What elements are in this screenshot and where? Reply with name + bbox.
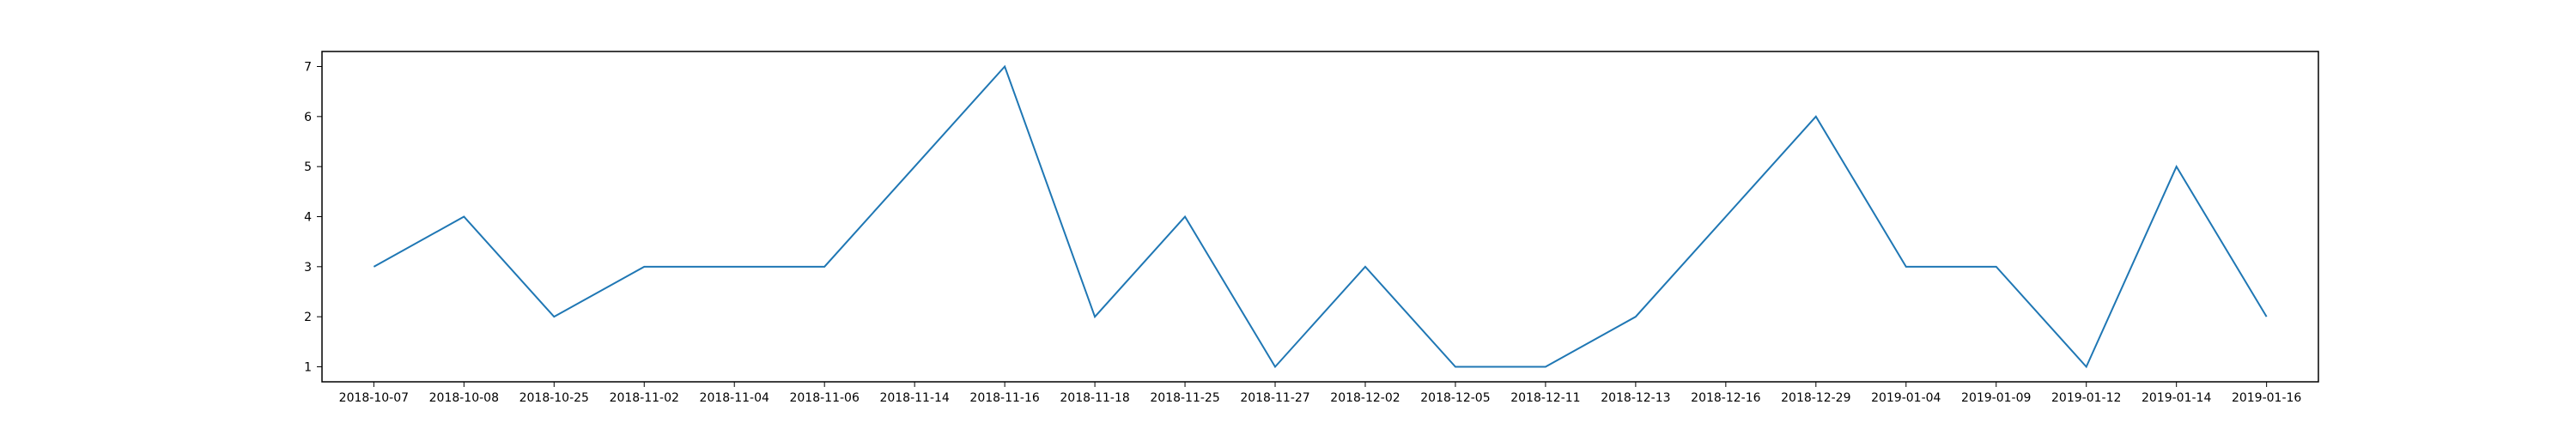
y-tick-label: 4 xyxy=(304,211,312,225)
x-axis: 2018-10-07 2018-10-08 2018-10-25 2018-11-02… xyxy=(339,382,2301,405)
x-tick-label: 2018-10-08 xyxy=(429,391,499,405)
y-axis: 1 2 3 4 5 6 7 xyxy=(304,61,322,375)
plot-series xyxy=(373,64,2268,369)
x-tick-label: 2018-11-02 xyxy=(610,391,679,405)
x-tick-label: 2018-11-06 xyxy=(789,391,859,405)
x-tick-label: 2018-11-18 xyxy=(1060,391,1129,405)
x-tick-label: 2018-10-25 xyxy=(519,391,589,405)
x-tick-label: 2018-12-29 xyxy=(1781,391,1850,405)
x-tick-label: 2019-01-04 xyxy=(1871,391,1941,405)
x-tick-label: 2018-12-11 xyxy=(1510,391,1580,405)
y-tick-label: 5 xyxy=(304,160,312,174)
x-tick-label: 2018-11-27 xyxy=(1240,391,1309,405)
x-tick-label: 2018-12-13 xyxy=(1601,391,1670,405)
x-tick-label: 2019-01-16 xyxy=(2232,391,2301,405)
x-tick-label: 2018-10-07 xyxy=(339,391,409,405)
y-tick-label: 1 xyxy=(304,361,312,375)
y-tick-label: 6 xyxy=(304,111,312,124)
x-tick-label: 2019-01-12 xyxy=(2051,391,2121,405)
y-tick-label: 2 xyxy=(304,311,312,324)
y-tick-label: 3 xyxy=(304,261,312,275)
x-tick-label: 2018-11-25 xyxy=(1150,391,1219,405)
x-tick-label: 2018-12-05 xyxy=(1420,391,1490,405)
x-tick-label: 2018-11-04 xyxy=(700,391,769,405)
x-tick-label: 2018-12-02 xyxy=(1330,391,1400,405)
series-line xyxy=(373,64,2268,369)
x-tick-label: 2018-12-16 xyxy=(1691,391,1760,405)
x-tick-label: 2018-11-14 xyxy=(879,391,949,405)
y-tick-label: 7 xyxy=(304,61,312,75)
x-tick-label: 2019-01-14 xyxy=(2142,391,2211,405)
plot-frame xyxy=(321,51,2319,383)
x-tick-label: 2018-11-16 xyxy=(969,391,1039,405)
x-tick-label: 2019-01-09 xyxy=(1961,391,2031,405)
